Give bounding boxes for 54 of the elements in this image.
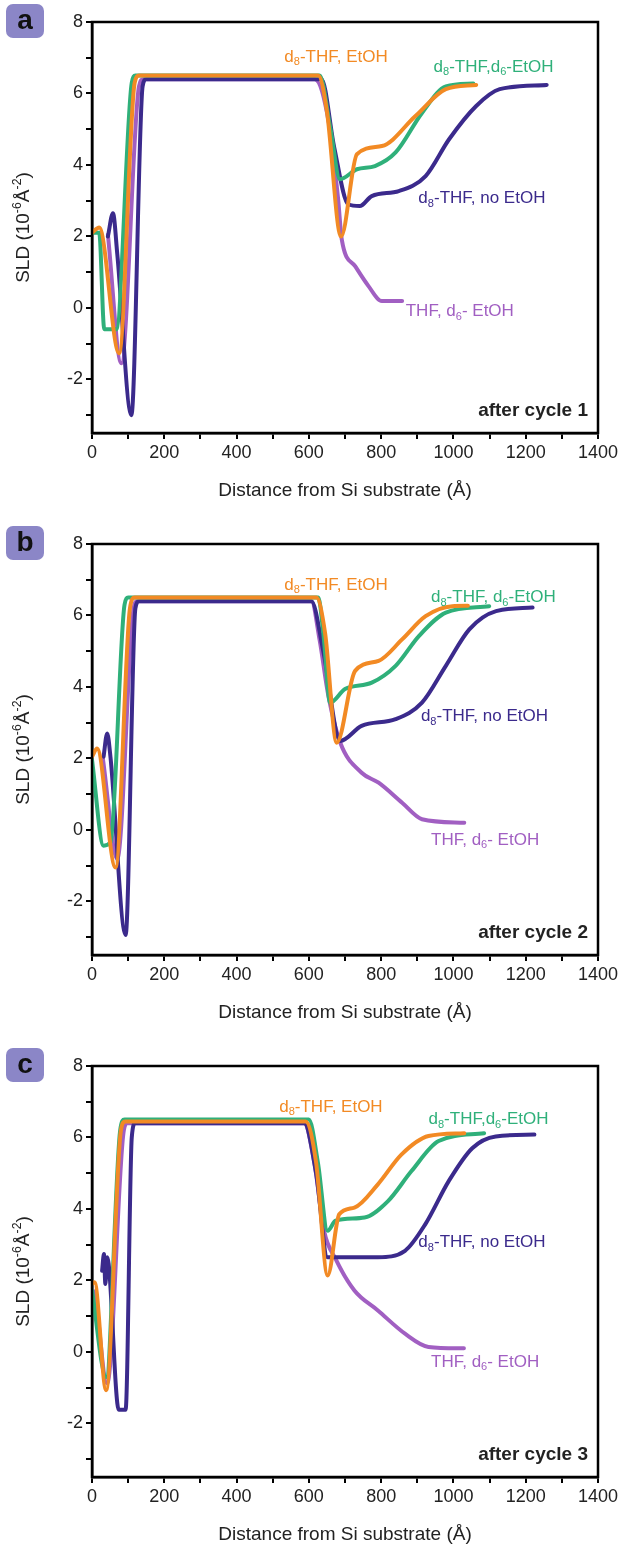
y-axis-title: SLD (10-6Å-2) [9, 172, 34, 283]
annotation: after cycle 3 [478, 1443, 589, 1465]
y-tick-label: 8 [72, 532, 83, 553]
x-tick-label: 200 [149, 441, 180, 462]
y-tick-label: 2 [72, 747, 83, 768]
y-tick-label: -2 [66, 890, 83, 911]
annotation: after cycle 2 [478, 921, 589, 943]
x-tick-label: 800 [366, 1485, 397, 1506]
x-tick-label: 600 [293, 441, 324, 462]
y-tick-label: 4 [72, 675, 83, 696]
x-axis-title: Distance from Si substrate (Å) [218, 1001, 472, 1023]
x-tick-label: 1000 [433, 1485, 474, 1506]
x-tick-label: 1400 [577, 1485, 619, 1506]
y-tick-label: 6 [72, 604, 83, 625]
x-tick-label: 800 [366, 441, 397, 462]
y-tick-label: 4 [72, 153, 83, 174]
x-axis-title: Distance from Si substrate (Å) [218, 1523, 472, 1545]
chart-title: c [6, 1048, 44, 1082]
y-tick-label: 6 [72, 1126, 83, 1147]
y-tick-label: 0 [72, 818, 83, 839]
x-tick-label: 400 [221, 1485, 252, 1506]
y-tick-label: 0 [72, 1340, 83, 1361]
y-tick-label: 0 [72, 296, 83, 317]
x-tick-label: 1400 [577, 963, 619, 984]
x-tick-label: 600 [293, 1485, 324, 1506]
chart-title: a [6, 4, 44, 38]
x-tick-label: 1200 [505, 441, 546, 462]
x-axis-title: Distance from Si substrate (Å) [218, 479, 472, 501]
y-tick-label: 2 [72, 1269, 83, 1290]
y-axis-title: SLD (10-6Å-2) [9, 694, 34, 805]
x-tick-label: 200 [149, 963, 180, 984]
y-tick-label: 4 [72, 1197, 83, 1218]
x-tick-label: 1200 [505, 1485, 546, 1506]
x-tick-label: 800 [366, 963, 397, 984]
x-tick-label: 1000 [433, 963, 474, 984]
annotation: after cycle 1 [478, 399, 589, 421]
x-tick-label: 600 [293, 963, 324, 984]
x-tick-label: 400 [221, 963, 252, 984]
chart-title: b [6, 526, 44, 560]
y-tick-label: 8 [72, 10, 83, 31]
y-tick-label: 8 [72, 1054, 83, 1075]
x-tick-label: 0 [86, 441, 98, 462]
x-tick-label: 1000 [433, 441, 474, 462]
y-tick-label: -2 [66, 1412, 83, 1433]
y-tick-label: 2 [72, 225, 83, 246]
y-axis-title: SLD (10-6Å-2) [9, 1216, 34, 1327]
y-tick-label: 6 [72, 82, 83, 103]
x-tick-label: 1200 [505, 963, 546, 984]
x-tick-label: 400 [221, 441, 252, 462]
x-tick-label: 0 [86, 963, 98, 984]
x-tick-label: 1400 [577, 441, 619, 462]
y-tick-label: -2 [66, 368, 83, 389]
x-tick-label: 200 [149, 1485, 180, 1506]
x-tick-label: 0 [86, 1485, 98, 1506]
